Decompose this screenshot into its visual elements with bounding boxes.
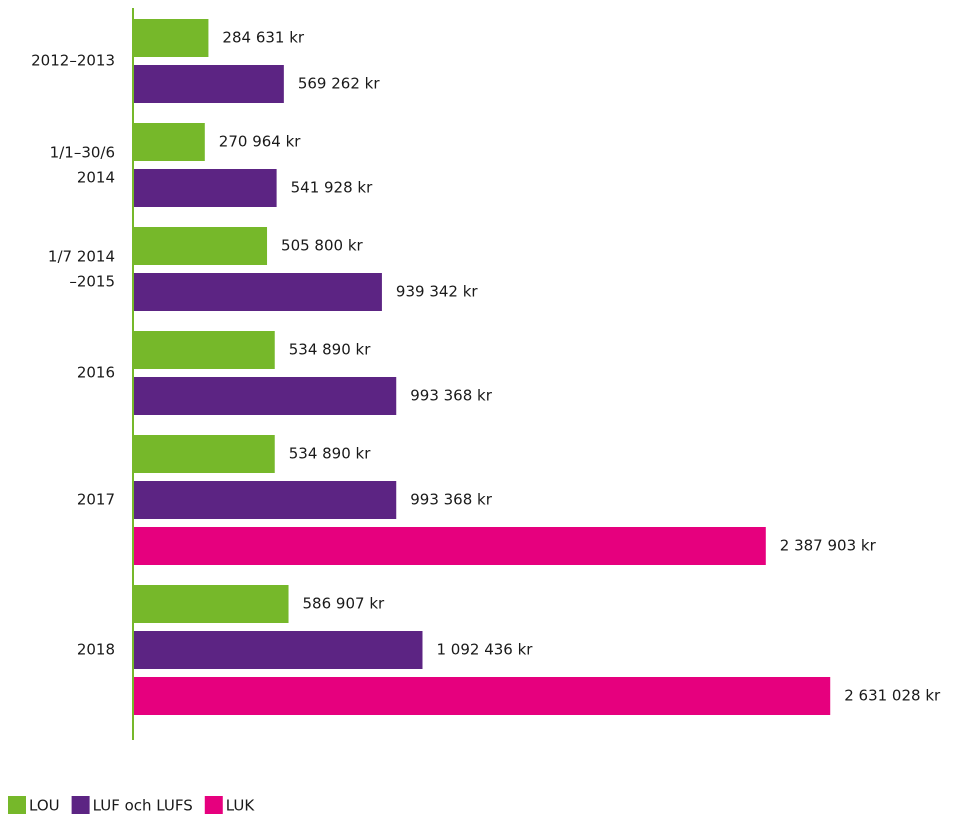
- category-label: 1/7 2014 –2015: [48, 247, 115, 290]
- value-label: 2 387 903 kr: [780, 537, 877, 555]
- value-label: 270 964 kr: [219, 133, 301, 151]
- value-label: 586 907 kr: [303, 595, 385, 613]
- bar: [133, 677, 831, 715]
- value-label: 2 631 028 kr: [844, 687, 941, 705]
- category-label: 2012–2013: [31, 52, 115, 70]
- bar: [133, 481, 397, 519]
- legend-swatch: [71, 796, 90, 814]
- bar: [133, 273, 382, 311]
- category-label: 2017: [77, 491, 115, 509]
- value-label: 939 342 kr: [396, 283, 478, 301]
- value-label: 1 092 436 kr: [436, 641, 533, 659]
- value-label: 993 368 kr: [410, 491, 492, 509]
- legend-label: LUF och LUFS: [93, 797, 193, 815]
- bar: [133, 435, 275, 473]
- value-label: 993 368 kr: [410, 387, 492, 405]
- bar: [133, 19, 209, 57]
- category-label: 2018: [77, 641, 115, 659]
- value-label: 534 890 kr: [289, 445, 371, 463]
- value-label: 284 631 kr: [222, 29, 304, 47]
- value-label: 505 800 kr: [281, 237, 363, 255]
- bar: [133, 123, 205, 161]
- category-label: 1/1–30/6 2014: [50, 143, 115, 186]
- value-label: 569 262 kr: [298, 75, 380, 93]
- bar: [133, 527, 766, 565]
- bar: [133, 377, 397, 415]
- legend-label: LUK: [226, 797, 256, 815]
- bar: [133, 331, 275, 369]
- category-label: 2016: [77, 364, 115, 382]
- legend-swatch: [204, 796, 223, 814]
- bar: [133, 227, 268, 265]
- bar: [133, 169, 277, 207]
- legend-swatch: [8, 796, 26, 814]
- value-label: 541 928 kr: [291, 179, 373, 197]
- legend-label: LOU: [29, 797, 60, 815]
- value-label: 534 890 kr: [289, 341, 371, 359]
- bar: [133, 631, 423, 669]
- bar: [133, 585, 289, 623]
- bar: [133, 65, 284, 103]
